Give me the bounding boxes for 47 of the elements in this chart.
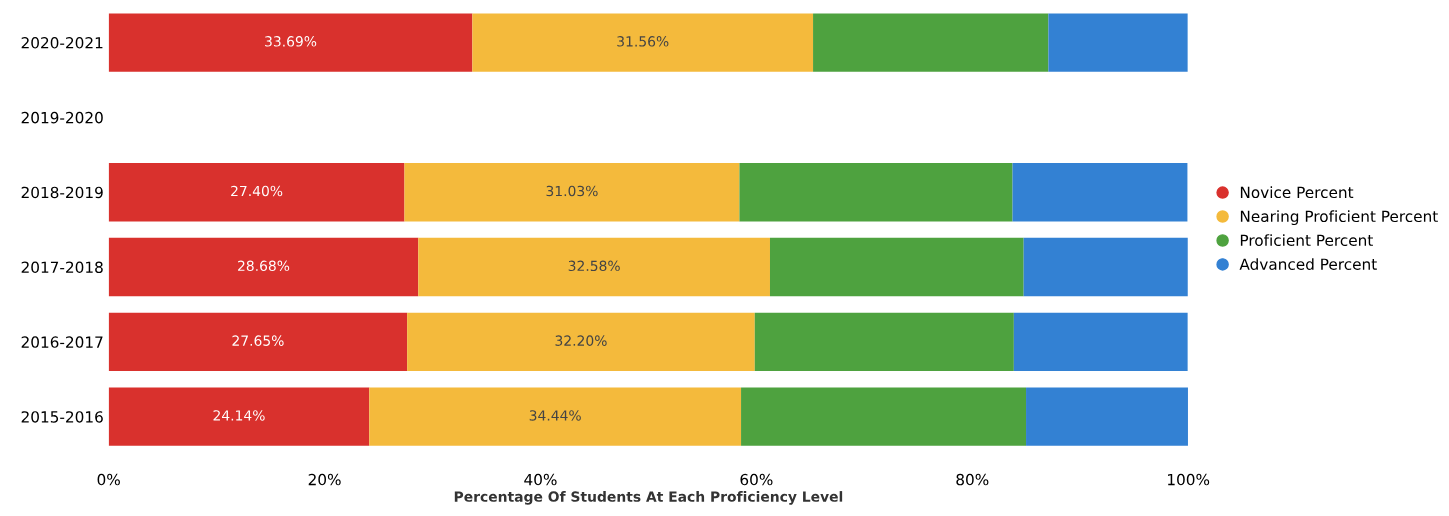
x-tick-label: 80% <box>956 473 989 486</box>
bar <box>1023 237 1188 297</box>
bar <box>813 13 1049 72</box>
bar <box>769 237 1024 297</box>
data-label: 32.20% <box>555 335 607 346</box>
bar <box>108 387 370 446</box>
y-tick-label: 2018-2019 <box>21 186 103 199</box>
y-tick-label: 2016-2017 <box>21 336 103 348</box>
data-label: 34.44% <box>529 410 581 421</box>
bar <box>108 237 419 297</box>
bar <box>108 312 408 372</box>
data-label: 32.58% <box>568 260 620 272</box>
bar <box>1013 312 1188 372</box>
data-label: 28.68% <box>238 260 290 272</box>
bar <box>108 13 473 72</box>
bar <box>754 312 1014 372</box>
x-tick-label: 20% <box>308 473 341 486</box>
bar <box>1048 13 1188 72</box>
legend-label: Nearing Proficient Percent <box>1240 210 1438 226</box>
bar <box>1012 163 1188 222</box>
bar <box>404 163 740 222</box>
y-tick-label: 2017-2018 <box>21 261 103 274</box>
bar <box>418 237 770 297</box>
bar <box>741 387 1027 446</box>
bar <box>108 163 405 222</box>
y-tick-label: 2015-2016 <box>21 411 103 423</box>
bar <box>472 13 814 72</box>
x-axis-title: Percentage Of Students At Each Proficiency Level <box>454 491 843 505</box>
bar <box>369 387 742 446</box>
y-tick-label: 2019-2020 <box>21 111 103 124</box>
y-tick-label: 2020-2021 <box>21 37 103 49</box>
data-label: 31.56% <box>617 36 669 47</box>
bar <box>407 312 755 372</box>
x-tick-label: 40% <box>524 473 557 486</box>
data-label: 27.65% <box>232 335 284 346</box>
data-label: 33.69% <box>265 36 317 47</box>
x-tick-label: 60% <box>740 473 773 486</box>
x-tick-label: 0% <box>97 473 120 486</box>
legend-label: Advanced Percent <box>1239 258 1377 270</box>
legend-label: Proficient Percent <box>1240 234 1373 247</box>
data-label: 24.14% <box>213 410 265 421</box>
bar <box>1026 387 1188 446</box>
data-label: 27.40% <box>231 185 283 197</box>
legend-label: Novice Percent <box>1240 186 1354 199</box>
data-label: 31.03% <box>546 185 598 197</box>
x-tick-label: 100% <box>1168 473 1210 486</box>
bar <box>739 163 1013 222</box>
